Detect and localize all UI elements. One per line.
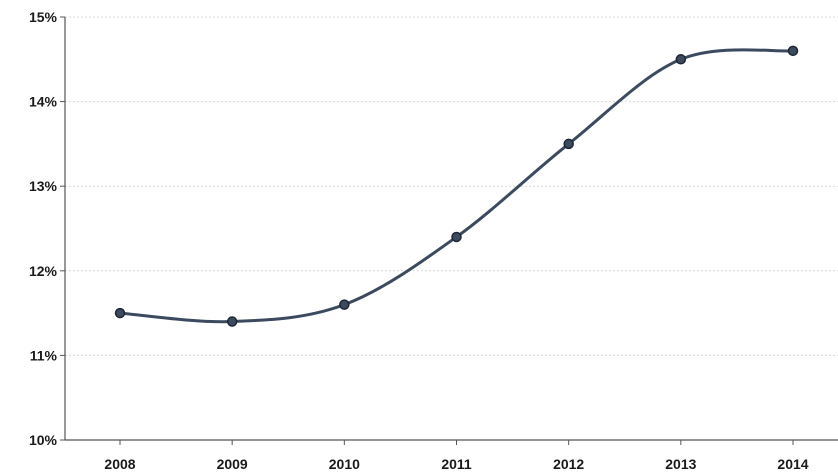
- data-point-2008: [114, 307, 126, 319]
- y-tick-label: 13%: [29, 178, 58, 194]
- x-tick-label: 2014: [777, 456, 808, 472]
- data-point-2010: [339, 299, 350, 310]
- y-tick-label: 11%: [30, 347, 58, 363]
- x-tick-label: 2013: [665, 456, 696, 472]
- data-point-2011: [451, 231, 462, 243]
- data-point-2012: [563, 138, 574, 150]
- y-tick-labels: 10% 11% 12% 13% 14% 15%: [29, 9, 58, 448]
- data-point-2009: [226, 316, 238, 327]
- x-tick-label: 2009: [217, 456, 248, 472]
- y-tick-label: 12%: [29, 263, 58, 279]
- data-point-2014: [787, 45, 799, 57]
- y-tick-label: 15%: [29, 9, 58, 25]
- series-line: [118, 48, 795, 324]
- x-tick-label: 2010: [329, 456, 360, 472]
- y-tick-label: 10%: [29, 432, 58, 448]
- axes: [60, 16, 838, 445]
- y-tick-label: 14%: [29, 94, 58, 110]
- gridlines: [65, 16, 838, 356]
- x-tick-label: 2008: [104, 456, 135, 472]
- data-points: [114, 45, 799, 327]
- x-tick-labels: 2008 2009 2010 2011 2012 2013 2014: [104, 456, 808, 472]
- x-tick-label: 2012: [553, 456, 584, 472]
- x-tick-label: 2011: [441, 456, 472, 472]
- series: [118, 48, 795, 324]
- data-point-2013: [675, 54, 687, 65]
